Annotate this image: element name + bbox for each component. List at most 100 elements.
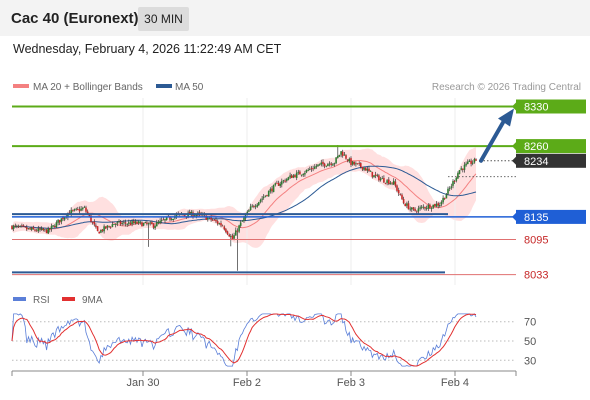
candle-body xyxy=(295,172,298,178)
candle xyxy=(440,200,443,207)
candle-body xyxy=(289,175,291,178)
candle-body xyxy=(17,226,20,228)
candle-body xyxy=(427,205,430,209)
candle-body xyxy=(371,171,374,177)
candle-body xyxy=(430,208,433,209)
candle xyxy=(468,159,471,162)
candle xyxy=(256,203,258,208)
candle xyxy=(463,162,466,173)
candle-body xyxy=(341,151,344,156)
candle xyxy=(128,219,130,226)
candle-body xyxy=(453,181,456,182)
candle xyxy=(310,166,313,172)
candle-body xyxy=(345,155,347,159)
candle xyxy=(394,179,397,188)
candle xyxy=(360,162,362,169)
candle xyxy=(19,225,21,228)
candle xyxy=(96,226,99,232)
candle-body xyxy=(238,225,240,232)
candle xyxy=(386,179,388,186)
candle-body xyxy=(95,225,97,227)
candle xyxy=(152,223,155,230)
candle-body xyxy=(262,196,265,198)
candle xyxy=(141,221,143,227)
candle-body xyxy=(374,174,377,176)
candle-body xyxy=(169,217,171,220)
candle xyxy=(407,200,410,210)
candle-body xyxy=(445,194,448,199)
candle-body xyxy=(88,214,91,216)
rsi-9ma-line xyxy=(11,313,477,367)
candle xyxy=(156,219,158,227)
candle-body xyxy=(307,169,309,171)
candle-body xyxy=(467,161,469,164)
candle-body xyxy=(337,155,339,158)
candle-body xyxy=(29,228,31,230)
candle-body xyxy=(114,224,117,225)
candle xyxy=(422,204,425,210)
candle xyxy=(126,223,128,227)
legend-label-rsi: RSI xyxy=(33,295,50,306)
candle xyxy=(78,206,81,215)
candle xyxy=(325,165,328,168)
candle-body xyxy=(424,207,426,209)
candle-body xyxy=(317,164,319,167)
candle xyxy=(220,220,222,228)
candle-body xyxy=(253,206,255,207)
candle xyxy=(429,203,431,209)
candle-body xyxy=(437,203,439,206)
candle-body xyxy=(440,202,443,205)
x-tick-label-0: Jan 30 xyxy=(126,377,159,389)
candle-body xyxy=(343,154,346,156)
candle xyxy=(109,226,112,229)
legend-swatch-ma20 xyxy=(13,84,29,88)
candle xyxy=(75,207,77,211)
candle xyxy=(373,175,375,178)
candle xyxy=(226,230,229,236)
candle-body xyxy=(434,204,436,207)
candle-body xyxy=(358,163,360,165)
candle-body xyxy=(129,222,132,225)
candle xyxy=(361,166,364,171)
candle xyxy=(90,214,92,223)
candle xyxy=(350,156,352,168)
candle-body xyxy=(21,225,23,227)
candle xyxy=(396,184,398,193)
candle xyxy=(137,220,140,225)
candle-body xyxy=(103,226,105,232)
candle xyxy=(348,157,351,164)
candle-body xyxy=(299,171,301,175)
candle xyxy=(411,207,413,212)
candle-body xyxy=(67,212,69,218)
candle xyxy=(455,177,458,183)
candle-body xyxy=(83,207,86,208)
candle xyxy=(235,227,237,236)
x-tick-label-1: Feb 2 xyxy=(233,377,261,389)
candle-body xyxy=(226,231,229,235)
candle-body xyxy=(309,169,311,170)
candle xyxy=(290,174,293,179)
candle xyxy=(274,182,277,187)
candle xyxy=(378,174,380,182)
candle-body xyxy=(281,181,283,185)
candle xyxy=(157,220,160,225)
candle xyxy=(371,171,374,179)
legend-swatch-rsi xyxy=(13,297,26,301)
candle xyxy=(417,205,420,214)
candle xyxy=(437,202,439,209)
candle-body xyxy=(160,220,163,221)
candle-body xyxy=(220,223,222,226)
candle-body xyxy=(45,229,48,234)
candle-body xyxy=(388,179,390,184)
candle xyxy=(267,190,270,197)
level-label-8234: 8234 xyxy=(524,156,548,168)
candle-body xyxy=(121,223,123,224)
candle xyxy=(302,173,304,177)
candle xyxy=(388,177,390,186)
candle xyxy=(50,223,53,232)
candle xyxy=(295,170,298,181)
timeframe-badge[interactable]: 30 MIN xyxy=(138,7,189,31)
candle-body xyxy=(432,204,434,208)
candle xyxy=(211,218,214,221)
candle xyxy=(465,161,467,167)
